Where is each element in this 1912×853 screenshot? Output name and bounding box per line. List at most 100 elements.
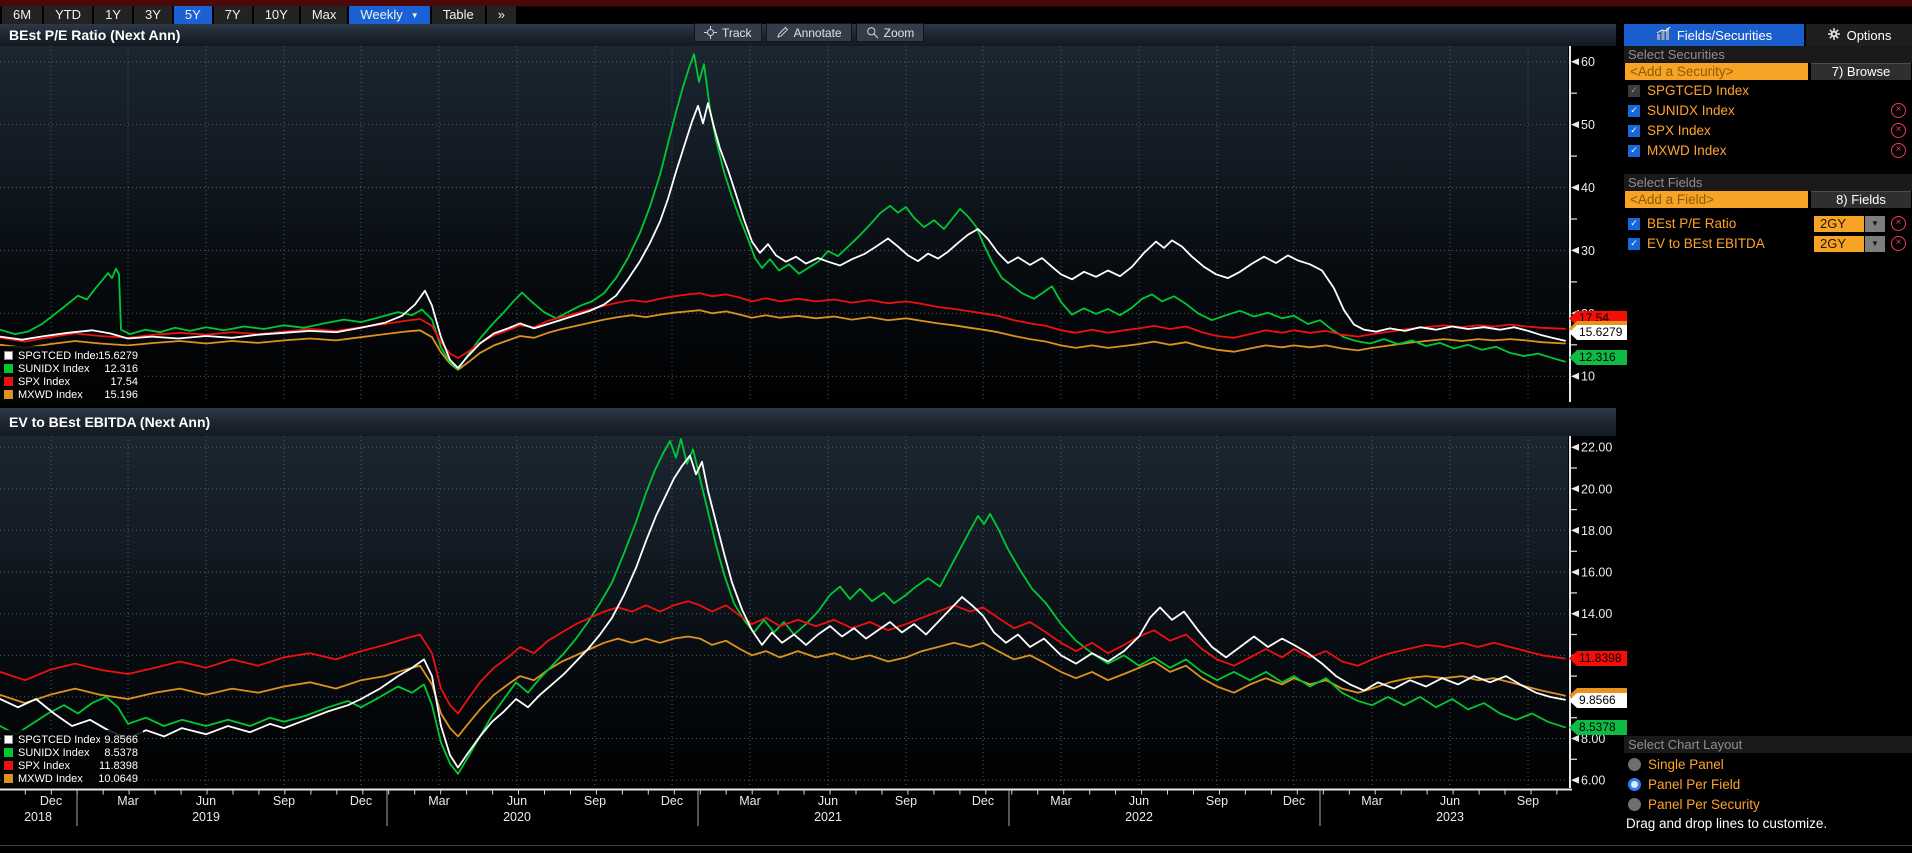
legend-name: SUNIDX Index xyxy=(18,362,90,375)
range-tab-7y[interactable]: 7Y xyxy=(213,6,252,24)
field-option-select[interactable]: 2GY xyxy=(1814,215,1864,232)
svg-text:Jun: Jun xyxy=(818,794,838,808)
security-checkbox[interactable]: ✓ xyxy=(1628,144,1640,157)
fields-button[interactable]: 8) Fields xyxy=(1811,191,1911,208)
legend-row-mxwd[interactable]: MXWD Index 15.196 xyxy=(4,388,138,401)
legend-ebitda: SPGTCED Index 9.8566 SUNIDX Index 8.5378 SPX… xyxy=(1,730,143,788)
security-checkbox[interactable]: ✓ xyxy=(1628,104,1640,117)
range-tab-6m[interactable]: 6M xyxy=(2,6,43,24)
layout-option-single-panel[interactable]: Single Panel xyxy=(1624,755,1912,774)
security-row-spgtced[interactable]: ✓ SPGTCED Index xyxy=(1624,81,1912,100)
axis-value-badge-15.6279: 15.6279 xyxy=(1569,325,1627,340)
security-row-spx[interactable]: ✓ SPX Index × xyxy=(1624,121,1912,140)
series-line-spx[interactable] xyxy=(0,600,1566,715)
legend-swatch xyxy=(4,774,13,783)
field-row-pe-ratio[interactable]: ✓ BEst P/E Ratio 2GY ▼ × xyxy=(1624,214,1912,233)
range-tab-1y[interactable]: 1Y xyxy=(94,6,132,24)
select-securities-header: Select Securities xyxy=(1624,46,1912,63)
security-checkbox[interactable]: ✓ xyxy=(1628,84,1640,97)
period-dropdown[interactable]: Weekly ▼ xyxy=(349,6,430,24)
svg-text:60: 60 xyxy=(1581,55,1595,69)
svg-text:Dec: Dec xyxy=(350,794,372,808)
y-axis-ebitda: 22.0020.0018.0016.0014.0012.0010.008.006… xyxy=(1568,436,1616,788)
track-button-label: Track xyxy=(722,25,752,40)
field-checkbox[interactable]: ✓ xyxy=(1628,237,1640,250)
add-field-input[interactable]: <Add a Field> xyxy=(1625,191,1808,208)
series-line-spgtced[interactable] xyxy=(0,102,1566,369)
chevron-down-icon[interactable]: ▼ xyxy=(1865,235,1885,252)
tab-options[interactable]: Options xyxy=(1806,24,1912,46)
legend-row-spgtced[interactable]: SPGTCED Index 9.8566 xyxy=(4,733,138,746)
series-line-sunidx[interactable] xyxy=(0,438,1566,775)
legend-value: 15.196 xyxy=(104,388,138,401)
remove-field-icon[interactable]: × xyxy=(1891,236,1906,251)
security-row-mxwd[interactable]: ✓ MXWD Index × xyxy=(1624,141,1912,160)
range-tab-ytd[interactable]: YTD xyxy=(44,6,93,24)
add-security-input[interactable]: <Add a Security> xyxy=(1625,63,1808,80)
radio-icon[interactable] xyxy=(1628,758,1641,771)
tab-fields-securities[interactable]: Fields/Securities xyxy=(1624,24,1804,46)
security-row-sunidx[interactable]: ✓ SUNIDX Index × xyxy=(1624,101,1912,120)
range-toolbar: 6M YTD 1Y 3Y 5Y 7Y 10Y Max xyxy=(2,6,348,24)
annotate-button[interactable]: Annotate xyxy=(765,23,852,42)
series-line-spx[interactable] xyxy=(0,292,1566,359)
x-axis: Dec Mar Jun Sep Dec Mar Jun Sep Dec Mar Jun Sep Dec M… xyxy=(0,788,1616,832)
table-button[interactable]: Table xyxy=(431,6,485,24)
plot-area-pe[interactable] xyxy=(0,46,1568,402)
legend-name: SPGTCED Index xyxy=(18,349,99,362)
remove-security-icon[interactable]: × xyxy=(1891,143,1906,158)
period-label: Weekly xyxy=(360,7,403,22)
range-tab-5y[interactable]: 5Y xyxy=(173,6,212,24)
legend-name: SPX Index xyxy=(18,759,70,772)
security-checkbox[interactable]: ✓ xyxy=(1628,124,1640,137)
series-line-spgtced[interactable] xyxy=(0,454,1566,769)
legend-row-sunidx[interactable]: SUNIDX Index 8.5378 xyxy=(4,746,138,759)
field-option-select[interactable]: 2GY xyxy=(1814,235,1864,252)
svg-text:18.00: 18.00 xyxy=(1581,524,1612,538)
series-line-mxwd[interactable] xyxy=(0,309,1566,371)
series-line-sunidx[interactable] xyxy=(0,53,1566,371)
annotate-button-label: Annotate xyxy=(793,25,842,40)
chevron-down-icon[interactable]: ▼ xyxy=(1865,215,1885,232)
layout-option-panel-per-security[interactable]: Panel Per Security xyxy=(1624,795,1912,814)
legend-row-spx[interactable]: SPX Index 17.54 xyxy=(4,375,138,388)
svg-text:Dec: Dec xyxy=(1283,794,1305,808)
crosshair-icon xyxy=(704,26,717,39)
legend-row-sunidx[interactable]: SUNIDX Index 12.316 xyxy=(4,362,138,375)
layout-option-panel-per-field[interactable]: Panel Per Field xyxy=(1624,775,1912,794)
legend-row-mxwd[interactable]: MXWD Index 10.0649 xyxy=(4,772,138,785)
window-bottom-border xyxy=(0,845,1912,846)
track-button[interactable]: Track xyxy=(694,23,762,42)
layout-note: Drag and drop lines to customize. xyxy=(1626,816,1828,831)
field-checkbox[interactable]: ✓ xyxy=(1628,217,1640,230)
field-row-ev-ebitda[interactable]: ✓ EV to BEst EBITDA 2GY ▼ × xyxy=(1624,234,1912,253)
legend-row-spgtced[interactable]: SPGTCED Index 15.6279 xyxy=(4,349,138,362)
svg-text:Mar: Mar xyxy=(117,794,139,808)
remove-field-icon[interactable]: × xyxy=(1891,216,1906,231)
chart-icon xyxy=(1656,26,1671,43)
radio-icon[interactable] xyxy=(1628,798,1641,811)
window-top-strip xyxy=(0,0,1912,7)
legend-swatch xyxy=(4,364,13,373)
range-tab-3y[interactable]: 3Y xyxy=(133,6,172,24)
range-tab-10y[interactable]: 10Y xyxy=(253,6,299,24)
svg-text:2018: 2018 xyxy=(24,810,52,824)
security-name: SUNIDX Index xyxy=(1647,103,1735,118)
toolbar-overflow-button[interactable]: » xyxy=(486,6,517,24)
browse-button[interactable]: 7) Browse xyxy=(1811,63,1911,80)
remove-security-icon[interactable]: × xyxy=(1891,103,1906,118)
remove-security-icon[interactable]: × xyxy=(1891,123,1906,138)
chart-toolbar: 6M YTD 1Y 3Y 5Y 7Y 10Y Max Weekly ▼ Table » xyxy=(0,6,517,24)
plot-area-ebitda[interactable] xyxy=(0,436,1568,788)
zoom-button[interactable]: Zoom xyxy=(855,23,925,42)
chart-tools: Track Annotate Zoom xyxy=(694,23,925,42)
legend-row-spx[interactable]: SPX Index 11.8398 xyxy=(4,759,138,772)
svg-text:Sep: Sep xyxy=(895,794,917,808)
gear-icon xyxy=(1827,27,1841,44)
radio-selected-icon[interactable] xyxy=(1628,778,1641,791)
legend-pe: SPGTCED Index 15.6279 SUNIDX Index 12.316 SP… xyxy=(1,346,143,404)
legend-value: 12.316 xyxy=(104,362,138,375)
range-tab-max[interactable]: Max xyxy=(300,6,348,24)
svg-text:2020: 2020 xyxy=(503,810,531,824)
